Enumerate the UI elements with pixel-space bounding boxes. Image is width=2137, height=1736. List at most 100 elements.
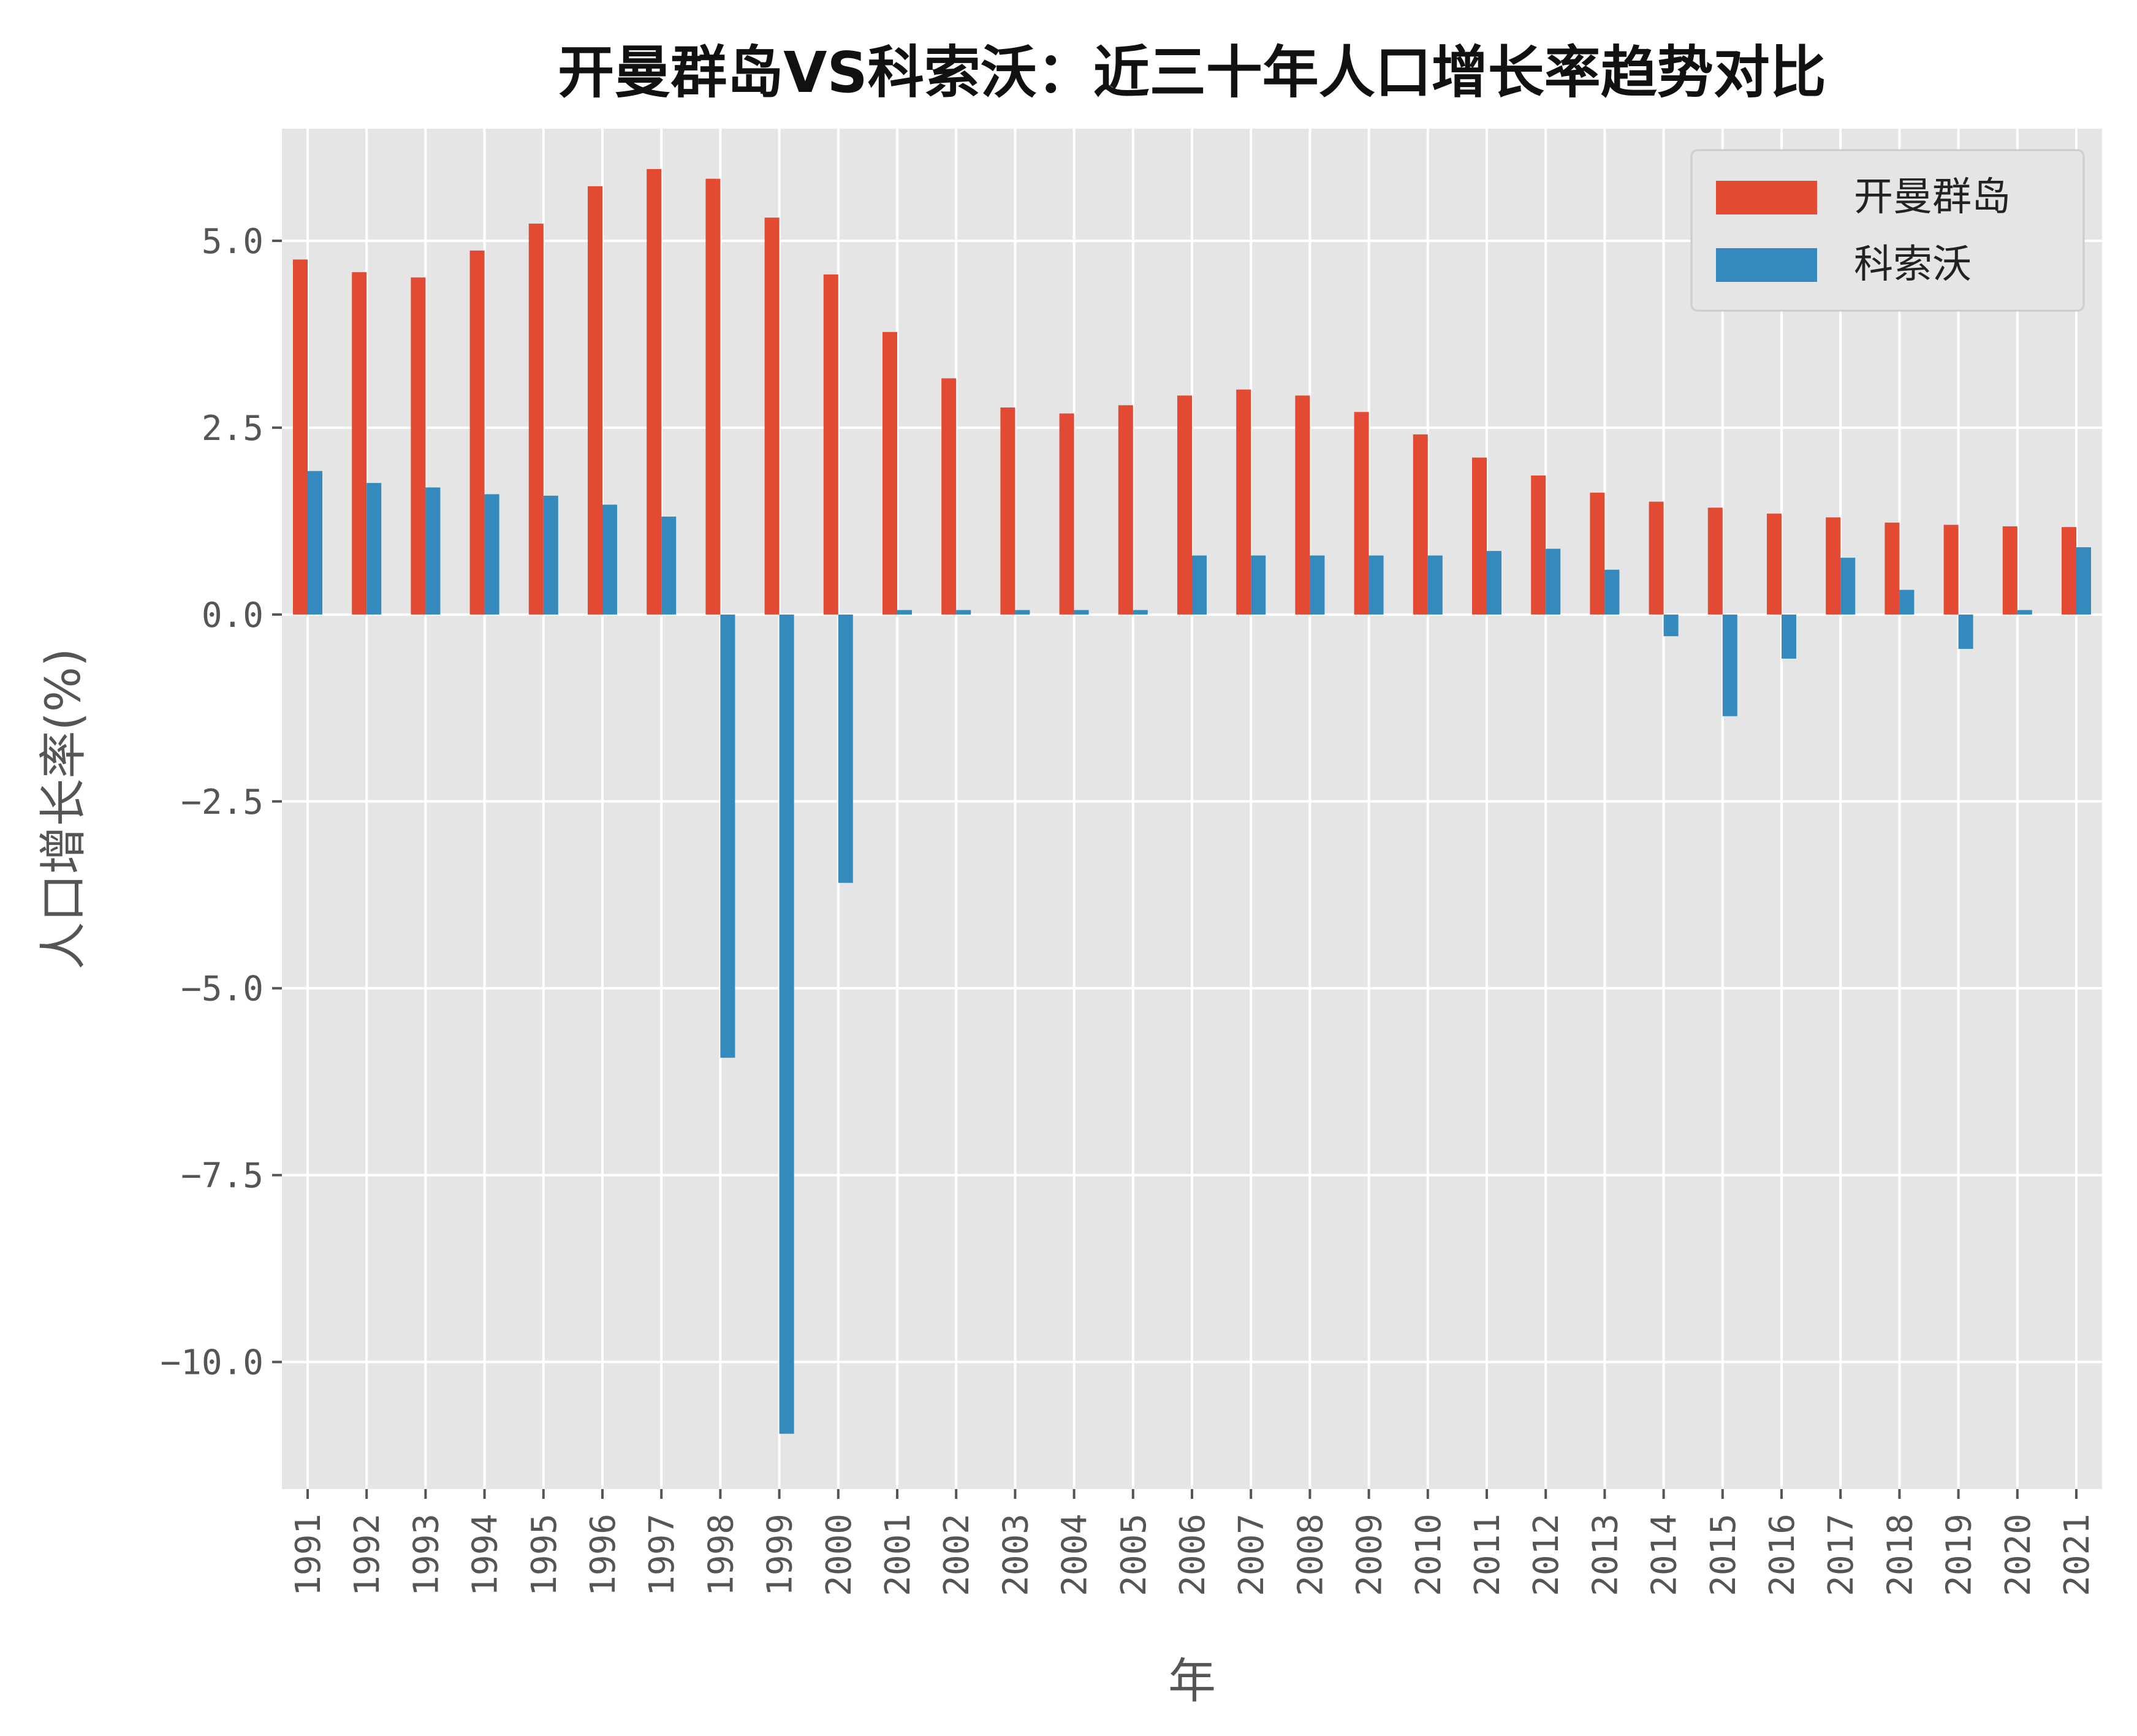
x-tick-label: 2011 (1468, 1514, 1508, 1596)
x-tick-label: 1995 (525, 1514, 564, 1596)
legend-swatch-kosovo (1716, 248, 1817, 282)
bar-kosovo (956, 610, 971, 615)
bar-kosovo (1310, 555, 1325, 615)
bar-kosovo (1251, 555, 1266, 615)
bar-kosovo (1546, 548, 1561, 615)
bar-kosovo (1074, 610, 1089, 615)
y-tick-label: −2.5 (181, 783, 264, 822)
bar-kosovo (1840, 558, 1856, 615)
bar-kosovo (2076, 547, 2091, 615)
bar-kosovo (484, 494, 499, 615)
bar-cayman (1826, 517, 1841, 615)
bar-cayman (1590, 493, 1605, 615)
x-tick-label: 2015 (1704, 1514, 1744, 1596)
x-tick-label: 2001 (878, 1514, 918, 1596)
bar-kosovo (1133, 610, 1148, 615)
legend-swatch-cayman (1716, 181, 1817, 214)
x-tick-label: 1996 (583, 1514, 623, 1596)
bar-cayman (647, 169, 662, 615)
y-tick-label: −7.5 (181, 1156, 264, 1196)
bar-cayman (1649, 501, 1664, 615)
x-tick-label: 2020 (1998, 1514, 2038, 1596)
bar-cayman (1531, 475, 1546, 615)
bar-cayman (1767, 514, 1782, 615)
x-tick-label: 2019 (1940, 1514, 1979, 1596)
bar-cayman (1059, 413, 1074, 615)
bar-cayman (941, 378, 957, 615)
bar-kosovo (720, 614, 735, 1058)
bar-cayman (1295, 395, 1310, 615)
bar-kosovo (1487, 551, 1501, 615)
x-tick-label: 2006 (1173, 1514, 1213, 1596)
bar-kosovo (1663, 614, 1679, 637)
y-tick-label: 0.0 (202, 596, 264, 635)
x-tick-label: 1992 (347, 1514, 387, 1596)
bars (293, 169, 2091, 1434)
bar-kosovo (1427, 555, 1443, 615)
legend-label-cayman: 开曼群岛 (1854, 175, 2011, 220)
x-tick-label: 1991 (289, 1514, 328, 1596)
bar-cayman (1413, 434, 1428, 615)
x-tick-label: 2021 (2057, 1514, 2097, 1596)
bar-cayman (1472, 457, 1487, 615)
bar-cayman (1118, 405, 1133, 615)
bar-kosovo (543, 495, 558, 615)
bar-kosovo (838, 614, 853, 883)
x-tick-label: 2016 (1763, 1514, 1802, 1596)
y-tick-label: −10.0 (160, 1343, 264, 1383)
bar-kosovo (661, 517, 677, 615)
grid (282, 129, 2102, 1489)
bar-cayman (1236, 389, 1251, 615)
bar-kosovo (1782, 614, 1796, 659)
y-axis: 5.0 2.5 0.0 −2.5 −5.0 −7.5 −10.0 (160, 222, 282, 1383)
x-tick-label: 2018 (1880, 1514, 1920, 1596)
x-tick-label: 2009 (1350, 1514, 1390, 1596)
x-tick-label: 1993 (406, 1514, 446, 1596)
chart-title: 开曼群岛VS科索沃：近三十年人口增长率趋势对比 (558, 40, 1826, 105)
bar-cayman (823, 274, 838, 615)
bar-cayman (469, 250, 485, 615)
x-tick-label: 2007 (1232, 1514, 1272, 1596)
x-tick-label: 2010 (1409, 1514, 1449, 1596)
bar-kosovo (602, 504, 617, 615)
legend: 开曼群岛 科索沃 (1690, 149, 2085, 312)
x-tick-label: 1998 (701, 1514, 741, 1596)
y-axis-label: 人口增长率(%) (36, 648, 91, 970)
bar-cayman (764, 218, 780, 615)
x-axis-label: 年 (1168, 1654, 1216, 1709)
bar-kosovo (779, 614, 794, 1434)
bar-kosovo (1368, 555, 1384, 615)
x-tick-label: 2002 (937, 1514, 977, 1596)
bar-cayman (2002, 526, 2017, 615)
bar-cayman (1354, 412, 1369, 615)
x-tick-label: 2014 (1645, 1514, 1685, 1596)
bar-cayman (1885, 522, 1900, 615)
bar-cayman (352, 272, 367, 615)
bar-kosovo (1604, 569, 1620, 615)
x-tick-label: 1994 (466, 1514, 506, 1596)
x-tick-label: 1997 (642, 1514, 682, 1596)
x-tick-label: 1999 (761, 1514, 800, 1596)
bar-cayman (528, 223, 544, 615)
bar-cayman (1943, 525, 1959, 615)
x-axis: 1991 1992 1993 1994 1995 1996 1997 1998 1999 2000… (289, 1489, 2097, 1596)
bar-cayman (411, 277, 426, 615)
bar-kosovo (1958, 614, 1973, 649)
x-tick-label: 2003 (996, 1514, 1036, 1596)
bar-cayman (588, 186, 602, 615)
bar-kosovo (425, 487, 441, 615)
bar-kosovo (1192, 555, 1207, 615)
legend-label-kosovo: 科索沃 (1854, 242, 1972, 287)
x-tick-label: 2008 (1291, 1514, 1330, 1596)
bar-kosovo (897, 610, 912, 615)
bar-cayman (1000, 407, 1015, 615)
y-tick-label: 2.5 (202, 409, 264, 449)
bar-kosovo (2017, 610, 2032, 615)
bar-cayman (293, 259, 308, 615)
bar-cayman (1707, 507, 1723, 615)
x-tick-label: 2004 (1055, 1514, 1095, 1596)
bar-cayman (2062, 527, 2076, 615)
bar-cayman (883, 332, 897, 615)
bar-kosovo (1899, 589, 1915, 615)
